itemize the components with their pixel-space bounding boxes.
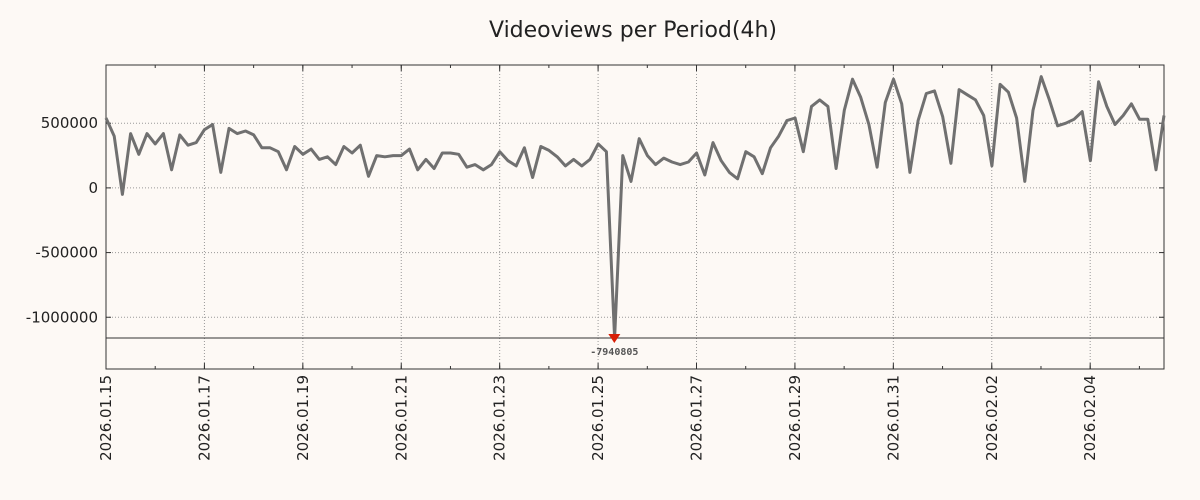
x-tick-label: 2026.01.23 bbox=[491, 375, 509, 461]
chart-title: Videoviews per Period(4h) bbox=[489, 18, 777, 43]
series-layer bbox=[104, 75, 1166, 340]
x-tick-label: 2026.01.27 bbox=[688, 375, 706, 461]
plot-frame bbox=[105, 64, 1165, 370]
x-tick-label: 2026.01.21 bbox=[392, 375, 410, 461]
x-tick-label: 2026.01.29 bbox=[786, 375, 804, 461]
min-marker bbox=[608, 333, 621, 343]
grid bbox=[105, 65, 1164, 369]
marker-layer: -7940805 bbox=[590, 333, 638, 358]
series-line bbox=[104, 75, 1166, 340]
y-tick-label: -500000 bbox=[35, 244, 98, 262]
x-tick-label: 2026.01.19 bbox=[294, 375, 312, 461]
x-tick-label: 2026.01.17 bbox=[195, 375, 213, 461]
x-tick-label: 2026.02.02 bbox=[983, 375, 1001, 461]
axis-ticks: -1000000 -500000 0 500000 2026.01.15 2026.01.… bbox=[26, 65, 1164, 461]
x-tick-label: 2026.01.25 bbox=[589, 375, 607, 461]
min-marker-label: -7940805 bbox=[590, 347, 638, 358]
x-tick-label: 2026.01.31 bbox=[884, 375, 902, 461]
y-tick-label: 0 bbox=[88, 179, 98, 197]
x-tick-label: 2026.02.04 bbox=[1081, 375, 1099, 461]
y-tick-label: -1000000 bbox=[26, 308, 98, 326]
x-tick-label: 2026.01.15 bbox=[97, 375, 115, 461]
y-tick-label: 500000 bbox=[41, 114, 98, 132]
